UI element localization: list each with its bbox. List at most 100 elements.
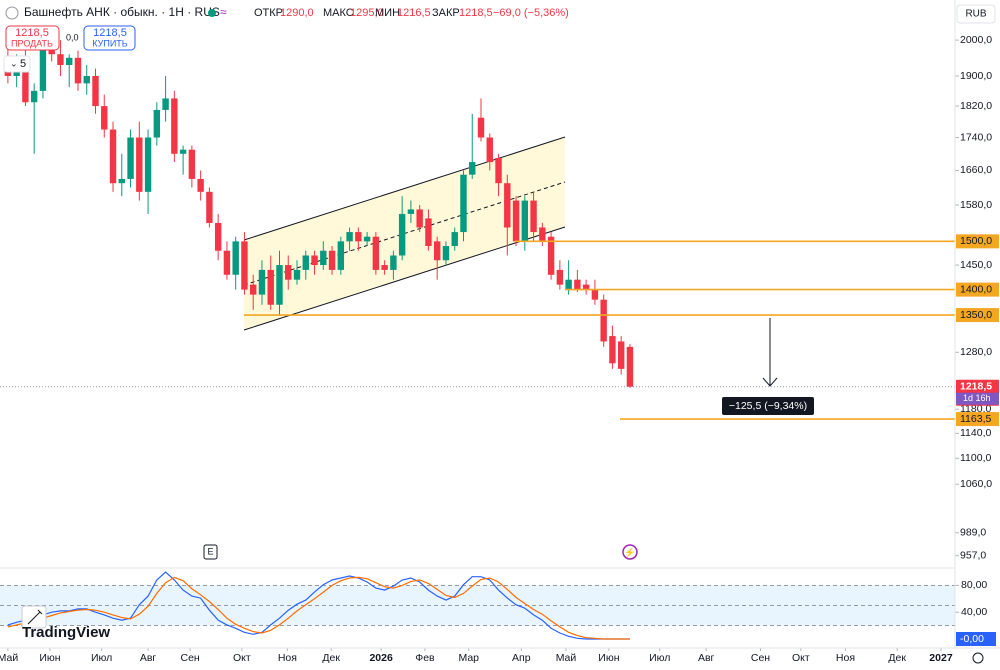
level-label: 1500,0 (960, 235, 992, 247)
candle-body (600, 299, 607, 342)
y-tick-label: 1060,0 (960, 478, 992, 490)
tv-logo: TradingView (22, 624, 110, 641)
y-tick-label: 1100,0 (960, 452, 991, 464)
x-tick-label: Июн (598, 652, 619, 664)
earnings-box[interactable] (203, 544, 218, 560)
candle-body (74, 57, 82, 84)
osc-last-box (956, 632, 996, 646)
chevron: ⌄ (10, 58, 18, 68)
y-tick-label: 1450,0 (960, 259, 992, 271)
candle-body (109, 129, 117, 184)
settings-gear[interactable] (972, 652, 984, 664)
candle-body (66, 57, 73, 66)
plot-layer: 2000,0 1900,0 1820,0 1740,0 1660,0 1580,0 1450… (0, 29, 999, 664)
candle-body (179, 149, 187, 154)
candle-body (197, 178, 204, 192)
osc-tick-label: 80,00 (961, 579, 987, 591)
last-price-label: 1218,5 (960, 381, 992, 393)
candle-body (337, 241, 345, 270)
candle-body (425, 218, 432, 247)
candle-body (469, 162, 476, 175)
candle-body (144, 137, 152, 192)
oscillator-line (7, 571, 630, 640)
level-label: 1350,0 (960, 309, 992, 321)
buy-button[interactable] (83, 25, 136, 51)
level-label: 1400,0 (960, 283, 992, 295)
candle-body (416, 209, 423, 228)
candle-body (258, 269, 266, 295)
measure-label: −125,5 (−9,34%) (729, 400, 807, 412)
market-status (208, 9, 216, 17)
y-tick-label: 1280,0 (960, 346, 992, 358)
earnings-marker: E (207, 546, 213, 556)
candle-body (232, 241, 239, 275)
candle-body (521, 200, 529, 242)
candle-body (136, 137, 143, 192)
osc-tick-label: 40,00 (961, 606, 987, 618)
change-value: −69,0 (−5,36%) (493, 7, 569, 19)
candle-body (609, 336, 616, 364)
x-tick-label: Окт (233, 652, 251, 664)
x-tick-label: 2027 (929, 652, 953, 664)
level-label-box (956, 412, 999, 427)
sell-button[interactable] (5, 25, 60, 51)
candle-body (565, 279, 572, 290)
candle-body (363, 236, 371, 242)
candle-body (486, 137, 493, 163)
y-tick-label: 989,0 (960, 527, 986, 539)
x-tick-label: Ноя (278, 652, 297, 664)
level-label: 1163,5 (960, 413, 991, 425)
x-tick-label: Окт (792, 652, 810, 664)
currency-button[interactable] (956, 4, 996, 24)
candle-body (302, 255, 309, 270)
candle-body (372, 236, 380, 270)
y-tick-label: 1580,0 (960, 199, 992, 211)
symbol-logo (5, 6, 19, 20)
osc-last-label: -0,00 (960, 633, 984, 645)
candle-body (83, 75, 90, 84)
symbol-title: Башнефть АНК · обыкн. · 1H · RUS (24, 5, 220, 19)
x-tick-label: Мар (458, 652, 479, 664)
indicators-toggle[interactable] (3, 55, 31, 73)
level-label-box (956, 282, 999, 297)
candle-body (460, 174, 467, 233)
channel-upper (243, 136, 566, 241)
buy-price: 1218,5 (93, 27, 127, 39)
countdown-box (956, 392, 999, 405)
candle-body (118, 178, 125, 184)
level-label-box (956, 308, 999, 323)
close-label: ЗАКР (432, 7, 460, 19)
x-tick-label: Июн (39, 652, 60, 664)
candle-body (267, 269, 274, 305)
candle-body (477, 117, 485, 138)
candle-body (512, 200, 520, 242)
currency: RUB (965, 9, 986, 20)
y-tick-label: 1180,0 (960, 403, 991, 415)
x-tick-label: Дек (888, 652, 906, 664)
candle-body (39, 43, 47, 91)
oscillator-line (7, 576, 630, 640)
candle-body (30, 90, 38, 103)
candle-body (355, 232, 362, 242)
status-icon: ≈ (220, 5, 227, 19)
x-tick-label: Авг (698, 652, 715, 664)
candle-body (223, 250, 231, 275)
candle-body (617, 341, 625, 369)
candle-body (153, 109, 161, 138)
candle-body (92, 75, 99, 107)
indicators-count: 5 (20, 58, 26, 70)
high-label: МАКС (323, 7, 354, 19)
candle-body (495, 157, 502, 184)
candle-body (381, 265, 388, 270)
candle-body (188, 149, 196, 179)
x-tick-label: Май (556, 652, 577, 664)
candle-body (57, 54, 64, 66)
low-value: 1216,5 (397, 7, 431, 19)
candle-body (320, 250, 327, 266)
x-tick-label: Май (0, 652, 18, 664)
candle-body (398, 213, 406, 256)
y-tick-label: 957,0 (960, 550, 986, 562)
event-marker[interactable] (622, 544, 638, 560)
